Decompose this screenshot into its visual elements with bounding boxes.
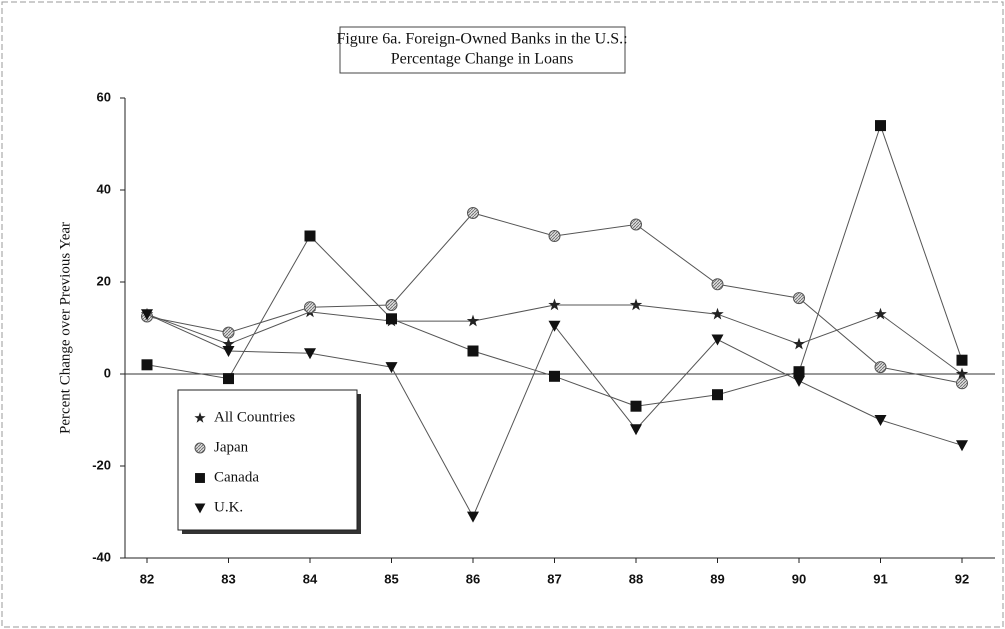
marker-circle xyxy=(711,278,724,291)
marker-triangle xyxy=(711,334,724,346)
x-tick-label: 91 xyxy=(873,571,887,586)
marker-triangle xyxy=(222,346,235,357)
series-line xyxy=(146,304,963,375)
marker-circle xyxy=(874,361,887,374)
x-tick-label: 88 xyxy=(629,571,643,586)
legend-box xyxy=(177,389,358,531)
marker-square xyxy=(875,120,886,132)
marker-star xyxy=(548,298,561,311)
marker-circle xyxy=(194,442,206,454)
marker-star xyxy=(874,307,887,320)
marker-circle xyxy=(385,299,398,311)
marker-star xyxy=(222,337,235,350)
marker-square xyxy=(386,313,397,325)
marker-triangle xyxy=(630,424,642,436)
legend-label: Canada xyxy=(214,469,259,485)
marker-square xyxy=(195,473,205,483)
marker-star xyxy=(629,298,643,311)
x-tick-label: 90 xyxy=(792,571,806,586)
marker-star xyxy=(194,412,206,423)
chart-title: Figure 6a. Foreign-Owned Banks in the U.… xyxy=(336,31,627,48)
marker-star xyxy=(792,337,806,350)
x-tick-label: 92 xyxy=(955,571,969,586)
title-box xyxy=(339,26,626,74)
marker-triangle xyxy=(304,348,316,360)
marker-square xyxy=(956,354,968,366)
chart-title: Percentage Change in Loans xyxy=(391,51,574,68)
marker-circle xyxy=(222,326,235,339)
marker-square xyxy=(304,230,316,242)
x-tick-label: 82 xyxy=(140,571,154,586)
marker-square xyxy=(793,366,805,378)
x-tick-label: 89 xyxy=(710,571,724,586)
marker-triangle xyxy=(874,415,887,426)
marker-circle xyxy=(793,292,805,305)
marker-star xyxy=(955,367,969,380)
y-tick-label: 0 xyxy=(104,365,111,380)
x-tick-label: 85 xyxy=(384,571,398,586)
marker-star xyxy=(711,307,724,320)
legend-label: U.K. xyxy=(214,499,243,515)
marker-circle xyxy=(956,377,968,390)
marker-circle xyxy=(467,207,479,219)
marker-square xyxy=(712,389,723,401)
y-tick-label: 40 xyxy=(97,181,111,196)
legend-label: All Countries xyxy=(214,409,295,425)
marker-square xyxy=(549,370,560,382)
y-tick-label: -20 xyxy=(92,457,111,472)
marker-square xyxy=(630,400,642,412)
x-tick-label: 86 xyxy=(466,571,480,586)
marker-triangle xyxy=(141,309,153,321)
marker-triangle xyxy=(194,503,206,514)
marker-square xyxy=(467,345,479,357)
marker-triangle xyxy=(385,362,398,374)
marker-triangle xyxy=(956,440,968,452)
y-axis-label: Percent Change over Previous Year xyxy=(57,222,73,434)
y-tick-label: 60 xyxy=(97,89,111,104)
y-tick-label: 20 xyxy=(97,273,111,288)
marker-triangle xyxy=(548,320,561,332)
series-line xyxy=(146,124,963,407)
marker-circle xyxy=(630,218,642,231)
marker-star xyxy=(466,314,480,327)
marker-square xyxy=(141,359,153,371)
y-tick-label: -40 xyxy=(92,549,111,564)
x-tick-label: 87 xyxy=(547,571,561,586)
marker-square xyxy=(223,373,234,385)
legend-label: Japan xyxy=(214,439,249,455)
marker-triangle xyxy=(467,511,479,523)
x-tick-label: 83 xyxy=(221,571,235,586)
marker-circle xyxy=(548,230,561,242)
marker-circle xyxy=(304,301,316,314)
x-tick-label: 84 xyxy=(303,571,318,586)
marker-triangle xyxy=(793,375,805,387)
